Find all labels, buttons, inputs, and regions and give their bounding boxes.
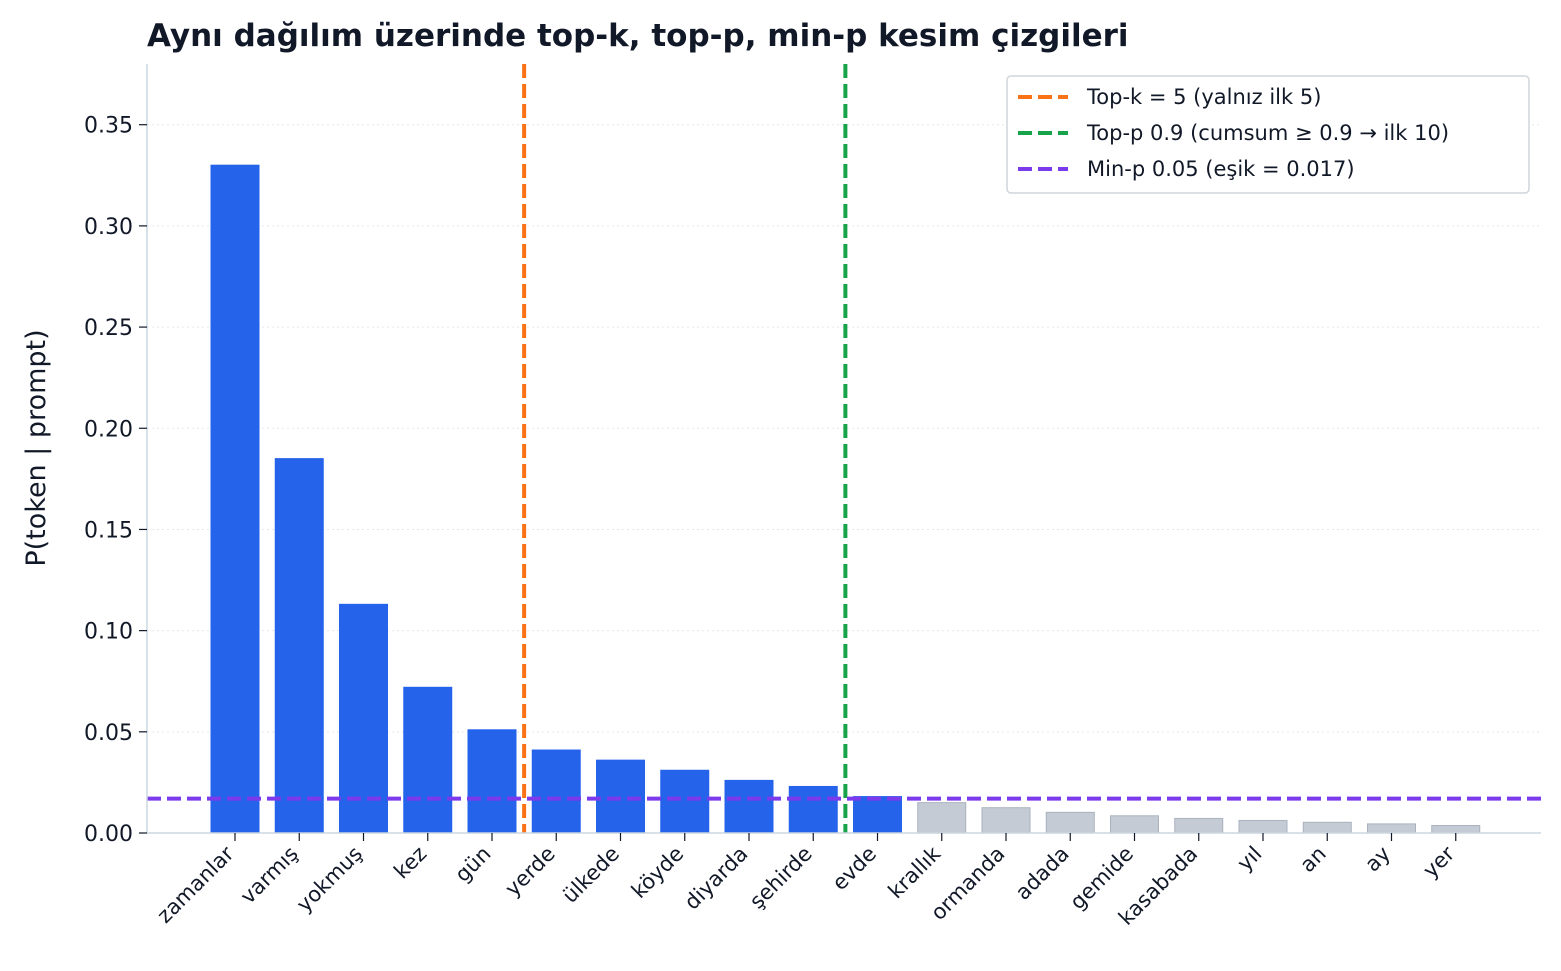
axes [146,64,1541,834]
x-tick-label: yerde [500,842,559,901]
bar-adada [1045,811,1095,834]
bar-diyarda [724,779,774,834]
bar-zamanlar [210,164,260,834]
bar-şehirde [788,785,838,834]
y-ticks: 0.00 0.05 0.10 0.15 0.20 0.25 0.30 0.35 [84,114,147,847]
x-tick-label: ay [1360,842,1395,877]
x-tick-label: köyde [627,842,688,903]
x-tick-label: yıl [1233,842,1267,876]
y-tick-label: 0.05 [84,721,133,746]
x-tick-label: evde [828,842,881,895]
x-tick-label: gün [450,842,495,887]
chart-title: Aynı dağılım üzerinde top-k, top-p, min-… [147,18,1129,54]
y-axis-label: P(token | prompt) [21,329,52,566]
legend-label-2: Min-p 0.05 (eşik = 0.017) [1087,157,1355,181]
cutoff-lines [147,64,1541,833]
x-tick-label: yokmuş [292,842,367,917]
y-tick-label: 0.25 [84,316,133,341]
x-tick-label: adada [1011,842,1074,905]
x-tick-label: ülkede [558,842,624,908]
bar-ormanda [981,807,1031,834]
y-tick-label: 0.35 [84,114,133,139]
x-tick-label: yer [1418,841,1459,882]
bar-ay [1367,823,1416,834]
y-tick-label: 0.10 [84,620,133,645]
bar-krallık [917,802,967,834]
x-tick-label: krallık [884,841,946,903]
bar-gün [467,729,517,834]
bar-kasabada [1174,817,1224,834]
bar-varmış [274,458,324,834]
bar-ülkede [596,759,645,834]
bar-kez [403,686,453,834]
legend-label-0: Top-k = 5 (yalnız ilk 5) [1086,85,1321,109]
x-tick-label: zamanlar [152,841,238,927]
legend-label-1: Top-p 0.9 (cumsum ≥ 0.9 → ilk 10) [1086,121,1449,145]
x-tick-label: diyarda [680,842,753,915]
y-tick-label: 0.20 [84,417,133,442]
y-tick-label: 0.00 [84,822,133,847]
bars [210,164,1481,834]
bar-gemide [1110,815,1159,834]
legend: Top-k = 5 (yalnız ilk 5) Top-p 0.9 (cumsu… [1006,75,1530,194]
bar-köyde [660,769,710,834]
bar-yerde [531,749,581,834]
y-tick-label: 0.30 [84,215,133,240]
x-tick-label: şehirde [745,842,817,914]
bar-an [1302,821,1352,834]
bar-yıl [1238,819,1288,834]
x-tick-label: kez [389,842,431,884]
bar-evde [853,796,902,834]
legend-box [1006,75,1530,194]
bar-yer [1431,825,1481,834]
x-tick-label: an [1295,842,1330,877]
y-tick-label: 0.15 [84,518,133,543]
